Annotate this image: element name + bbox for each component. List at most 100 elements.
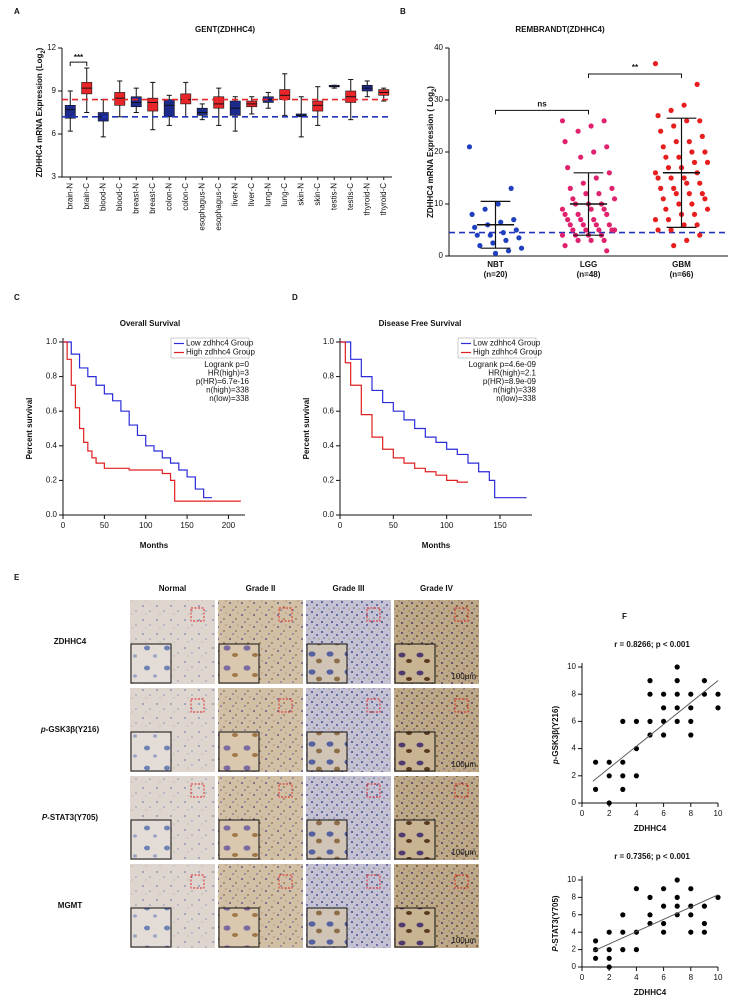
data-point <box>715 705 721 711</box>
data-point <box>661 886 667 892</box>
chart-title: GENT(ZDHHC4) <box>195 25 255 34</box>
x-tick-note: (n=20) <box>484 270 508 279</box>
data-point <box>575 211 581 217</box>
significance-bracket <box>588 73 682 78</box>
zoom-region <box>278 698 293 713</box>
data-point <box>487 232 493 238</box>
data-point <box>702 196 708 202</box>
x-tick-label: 0 <box>580 809 585 818</box>
data-point <box>596 191 602 197</box>
inset <box>306 731 348 772</box>
zoom-region <box>366 607 381 622</box>
data-point <box>681 102 687 108</box>
y-axis-label: ZDHHC4 mRNA Expression ( Log2) <box>426 86 437 218</box>
data-point <box>699 191 705 197</box>
scale-bar-label: 100μm <box>451 936 476 945</box>
data-point <box>674 903 680 909</box>
data-point <box>701 903 708 909</box>
inset <box>218 731 260 772</box>
data-point <box>498 219 504 225</box>
data-point <box>620 929 626 935</box>
data-point <box>686 191 692 197</box>
inset <box>306 907 348 948</box>
y-tick-label: 0.8 <box>46 372 58 381</box>
zoom-region <box>366 698 381 713</box>
x-tick-label: 0 <box>338 521 343 530</box>
y-axis-label: Percent survival <box>25 398 34 460</box>
y-tick-label: 0.2 <box>323 476 335 485</box>
data-point <box>673 191 679 197</box>
data-point <box>559 118 566 124</box>
inset <box>130 819 172 860</box>
y-tick-label: 2 <box>572 771 577 780</box>
inset <box>218 643 260 684</box>
y-tick-label: 6 <box>572 717 577 726</box>
data-point <box>688 691 694 697</box>
y-tick-label: 4 <box>572 744 577 753</box>
y-axis-label: ZDHHC4 mRNA Expression (Log2) <box>35 47 46 177</box>
data-point <box>647 678 653 684</box>
x-tick-label: thyroid-C <box>379 183 388 216</box>
data-point <box>691 211 698 217</box>
column-header: Grade II <box>246 584 276 593</box>
data-point <box>681 175 687 181</box>
data-point <box>593 759 599 765</box>
data-point <box>583 227 589 233</box>
box <box>147 97 159 112</box>
x-tick-label: 50 <box>100 521 109 530</box>
data-point <box>620 773 626 779</box>
data-point <box>661 920 667 927</box>
x-tick-label: blood-C <box>115 183 124 211</box>
scale-bar-label: 100μm <box>451 760 476 769</box>
data-point <box>620 947 626 953</box>
data-point <box>658 128 664 134</box>
x-tick-label: 150 <box>493 521 507 530</box>
data-point <box>565 217 571 223</box>
x-axis-label: Months <box>140 541 169 550</box>
row-label-part: P <box>42 813 48 822</box>
data-point <box>658 185 664 191</box>
column-header: Grade IV <box>420 584 454 593</box>
legend-label: High zdhhc4 Group <box>473 348 542 357</box>
data-point <box>567 185 573 191</box>
zoom-region <box>190 783 205 798</box>
data-point <box>503 237 509 243</box>
data-point <box>668 107 674 113</box>
data-point <box>674 894 680 901</box>
box <box>279 89 291 100</box>
legend-label: Low zdhhc4 Group <box>186 339 254 348</box>
zoom-region <box>190 698 205 713</box>
data-point <box>704 159 711 165</box>
chart-title: Overall Survival <box>120 319 180 328</box>
x-tick-label: 8 <box>689 973 694 982</box>
legend-box <box>457 337 537 359</box>
stat-label: p(HR)=6.7e-16 <box>196 377 250 386</box>
data-point <box>567 222 573 228</box>
data-point <box>715 691 721 697</box>
data-point <box>688 705 694 711</box>
inset <box>394 819 436 860</box>
x-tick-label: testis-C <box>346 183 355 210</box>
y-tick-label: 3 <box>52 172 57 181</box>
chart-title: r = 0.7356; p < 0.001 <box>614 852 690 861</box>
data-point <box>596 227 602 233</box>
data-point <box>620 912 626 918</box>
inset <box>218 907 260 948</box>
data-point <box>518 245 525 251</box>
inset <box>130 643 172 684</box>
y-tick-label: 9 <box>52 86 57 95</box>
data-point <box>704 206 711 212</box>
data-point <box>482 206 488 212</box>
box <box>64 105 76 119</box>
data-point <box>701 678 708 684</box>
row-label-part: -GSK3β(Y216) <box>46 725 100 734</box>
y-tick-label: 0.2 <box>46 476 58 485</box>
x-tick-label: thyroid-N <box>362 183 371 216</box>
x-tick-label: 100 <box>139 521 153 530</box>
data-point <box>661 718 667 725</box>
data-point <box>562 243 568 249</box>
significance-bracket <box>495 109 589 115</box>
x-tick-label: breast-C <box>148 183 157 214</box>
zoom-region <box>278 874 293 889</box>
